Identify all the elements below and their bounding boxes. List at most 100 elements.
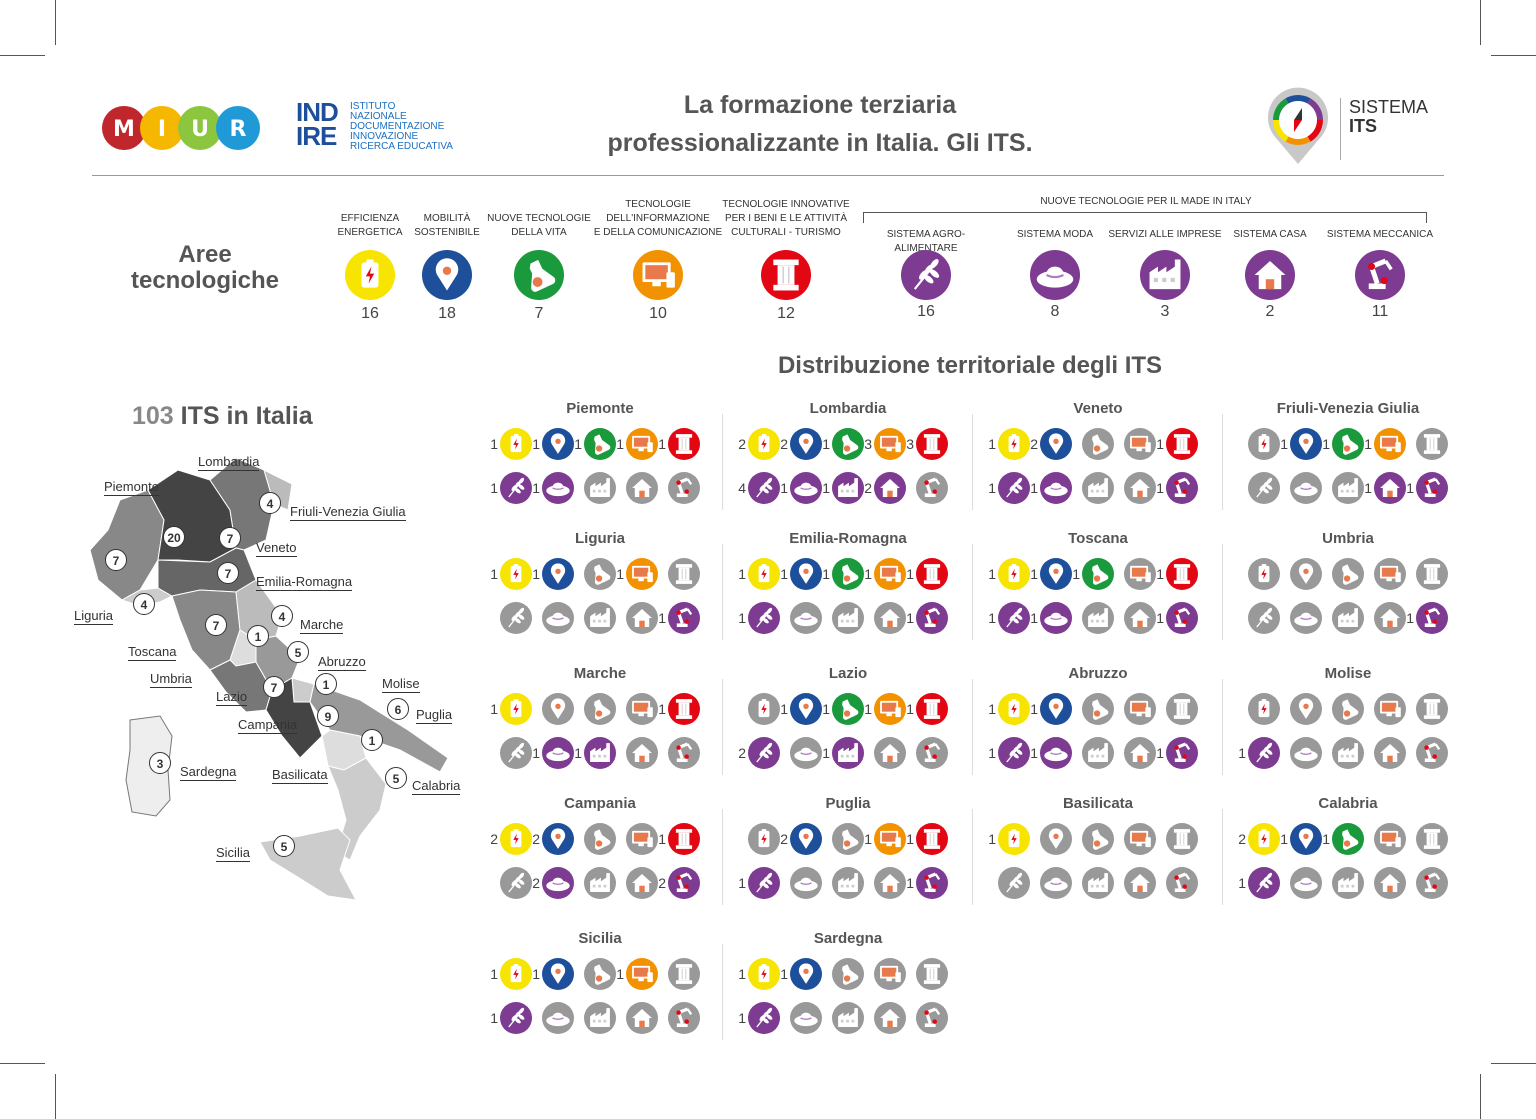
region-area-cell: [570, 602, 616, 634]
flask-icon: [1082, 823, 1114, 855]
flask-icon: [514, 250, 564, 300]
hat-icon: [1290, 602, 1322, 634]
region-area-cell: [1234, 558, 1280, 590]
region-area-count: 2: [532, 875, 540, 891]
region-area-cell: [1318, 737, 1364, 769]
wheat-icon: [1248, 602, 1280, 634]
battery-icon: [500, 693, 532, 725]
distribution-title: Distribuzione territoriale degli ITS: [777, 352, 1163, 379]
map-pin-icon: [1040, 823, 1072, 855]
sistema-label: SISTEMA: [1349, 97, 1429, 117]
region-area-cell: 1: [818, 693, 864, 725]
map-region-label: Umbria: [150, 671, 192, 688]
map-region-label: Liguria: [74, 608, 114, 625]
region-area-count: 1: [490, 966, 498, 982]
region-area-count: 1: [738, 966, 746, 982]
house-icon: [1124, 867, 1156, 899]
region-area-cell: 1: [528, 472, 574, 504]
house-icon: [874, 867, 906, 899]
region-area-cell: [1276, 602, 1322, 634]
battery-icon: [748, 558, 780, 590]
region-area-count: 1: [988, 745, 996, 761]
robot-arm-icon: [1416, 472, 1448, 504]
region-area-count: 1: [1280, 831, 1288, 847]
hat-icon: [542, 602, 574, 634]
region-title: Campania: [564, 795, 636, 812]
map-pin-count: 5: [385, 767, 407, 789]
region-area-cell: [776, 737, 822, 769]
region-area-cell: [1318, 558, 1364, 590]
house-icon: [1245, 250, 1295, 300]
map-region-label: Marche: [300, 617, 344, 634]
region-basilicata: Basilicata 1: [980, 795, 1216, 913]
area-count: 7: [534, 305, 544, 322]
hat-icon: [542, 472, 574, 504]
region-area-cell: [1276, 558, 1322, 590]
wheat-icon: [500, 737, 532, 769]
region-area-cell: [1318, 472, 1364, 504]
map-pin-count: 5: [287, 641, 309, 663]
region-title: Liguria: [574, 530, 625, 547]
region-umbria: Umbria 1: [1230, 530, 1466, 648]
map-pin-count: 1: [315, 673, 337, 695]
region-area-count: 1: [532, 566, 540, 582]
crop-mark: [1480, 1074, 1481, 1119]
region-area-count: 1: [574, 745, 582, 761]
svg-text:R: R: [230, 117, 247, 142]
map-pin-icon: [422, 250, 472, 300]
region-area-cell: 1: [1026, 558, 1072, 590]
column-icon: [916, 693, 948, 725]
column-icon: [668, 958, 700, 990]
crop-mark: [55, 0, 56, 45]
region-area-count: 1: [532, 480, 540, 496]
column-icon: [668, 558, 700, 590]
region-area-cell: [528, 1002, 574, 1034]
region-area-cell: 1: [1360, 472, 1406, 504]
computer-icon: [626, 428, 658, 460]
battery-icon: [345, 250, 395, 300]
region-area-cell: 1: [1318, 823, 1364, 855]
factory-icon: [1332, 472, 1364, 504]
region-area-cell: [1068, 472, 1114, 504]
region-area-cell: [1402, 823, 1448, 855]
region-area-cell: 1: [1152, 472, 1198, 504]
battery-icon: [998, 823, 1030, 855]
region-emilia-romagna: Emilia-Romagna 1 1 1 1 1 1 1: [730, 530, 966, 648]
region-area-count: 1: [1156, 745, 1164, 761]
region-area-cell: [734, 693, 780, 725]
region-area-count: 1: [906, 831, 914, 847]
area-label: TECNOLOGIE DELL'INFORMAZIONE E DELLA COMUN…: [593, 199, 723, 238]
region-area-cell: 1: [486, 693, 532, 725]
crop-mark: [1491, 55, 1536, 56]
region-divider: [722, 809, 723, 905]
region-area-cell: [570, 693, 616, 725]
robot-arm-icon: [1166, 472, 1198, 504]
region-area-count: 2: [738, 745, 746, 761]
region-area-count: 1: [738, 875, 746, 891]
region-area-cell: 1: [902, 693, 948, 725]
flask-icon: [1332, 693, 1364, 725]
region-area-cell: [1234, 602, 1280, 634]
map-pin-count: 9: [317, 705, 339, 727]
region-area-cell: [1110, 737, 1156, 769]
region-area-cell: [776, 1002, 822, 1034]
hat-icon: [790, 737, 822, 769]
region-area-cell: 1: [1026, 472, 1072, 504]
region-area-cell: 1: [1402, 472, 1448, 504]
region-area-cell: [1110, 602, 1156, 634]
region-area-cell: 1: [1152, 558, 1198, 590]
region-area-cell: 2: [734, 737, 780, 769]
region-title: Emilia-Romagna: [789, 530, 907, 547]
map-pin-count: 3: [149, 752, 171, 774]
hat-icon: [1040, 602, 1072, 634]
region-area-count: 1: [532, 436, 540, 452]
region-area-cell: 1: [776, 958, 822, 990]
robot-arm-icon: [668, 1002, 700, 1034]
map-pin-count: 4: [259, 492, 281, 514]
robot-arm-icon: [1416, 737, 1448, 769]
region-area-cell: 1: [1068, 558, 1114, 590]
region-area-count: 3: [864, 436, 872, 452]
miur-logo: M I U R: [100, 100, 260, 156]
region-area-cell: [1110, 472, 1156, 504]
region-area-cell: [1110, 693, 1156, 725]
